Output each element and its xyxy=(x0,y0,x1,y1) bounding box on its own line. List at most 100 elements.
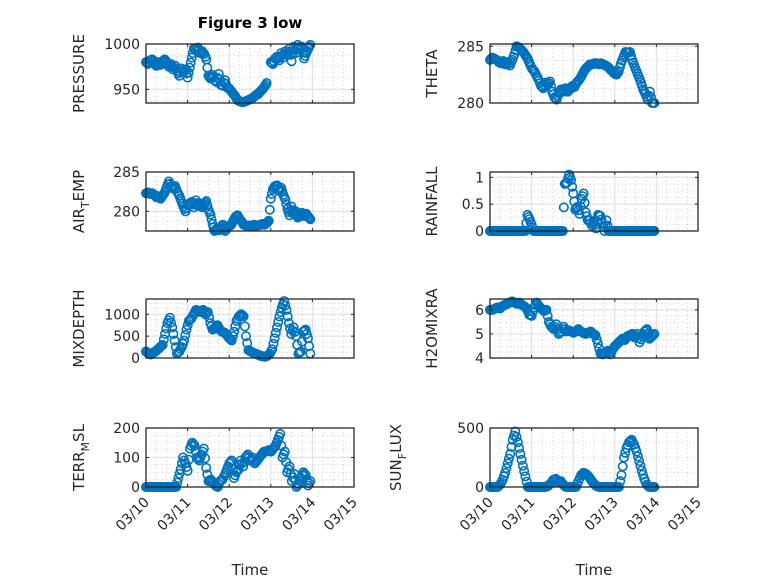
y-tick-label: 280 xyxy=(113,204,140,220)
data-point xyxy=(173,473,184,484)
data-point xyxy=(520,471,531,482)
data-point xyxy=(541,304,552,315)
data-point xyxy=(303,211,314,222)
data-point xyxy=(187,437,198,448)
data-point xyxy=(168,328,179,339)
x-tick-label: 03/13 xyxy=(238,495,278,535)
data-point xyxy=(527,306,538,317)
data-point xyxy=(202,200,213,211)
y-axis-label: THETA xyxy=(423,49,441,99)
major-grid xyxy=(490,172,698,231)
axes-frame xyxy=(145,298,355,359)
major-grid xyxy=(530,428,658,487)
y-tick-label: 0 xyxy=(475,480,484,496)
y-axis-label: TERRMSL xyxy=(70,423,92,492)
data-point xyxy=(282,311,293,322)
data-point xyxy=(202,307,213,318)
y-tick-label: 0 xyxy=(131,351,140,367)
data-point xyxy=(618,452,629,463)
data-point xyxy=(624,437,635,448)
x-tick-label: 03/11 xyxy=(155,495,195,535)
x-tick-label: 03/10 xyxy=(457,495,497,535)
data-point xyxy=(156,340,167,351)
axes-frame xyxy=(489,171,699,232)
x-tick-label: 03/13 xyxy=(582,495,622,535)
data-point xyxy=(261,218,272,229)
data-point xyxy=(226,335,237,346)
data-point xyxy=(157,339,168,350)
data-point xyxy=(268,338,279,349)
data-point xyxy=(270,327,281,338)
data-point xyxy=(262,216,273,227)
data-point xyxy=(299,468,310,479)
y-tick-label: 285 xyxy=(457,39,484,55)
data-point xyxy=(189,440,200,451)
data-point xyxy=(512,437,523,448)
data-point xyxy=(515,448,526,459)
data-point xyxy=(544,76,555,87)
data-point xyxy=(305,39,316,50)
minor-grid xyxy=(490,428,698,487)
data-point xyxy=(184,62,195,73)
subplot-theta: 280 285 THETA xyxy=(423,39,699,112)
data-point xyxy=(279,296,290,307)
data-point xyxy=(546,321,557,332)
data-point xyxy=(634,456,645,467)
data-point xyxy=(238,311,249,322)
data-point xyxy=(195,307,206,318)
data-point xyxy=(514,443,525,454)
data-point xyxy=(626,50,637,61)
x-tick-label: 03/12 xyxy=(196,495,236,535)
subplot-sun_flux: 0 500 03/10 03/11 03/12 03/13 03/14 03/15 Time SU… xyxy=(387,421,705,579)
data-point xyxy=(169,335,180,346)
y-tick-label: 1000 xyxy=(104,307,140,323)
data-point xyxy=(510,426,521,437)
data-point xyxy=(566,175,577,186)
data-point xyxy=(646,331,657,342)
data-point xyxy=(649,328,660,339)
data-point xyxy=(164,312,175,323)
data-point xyxy=(631,446,642,457)
data-point xyxy=(271,322,282,333)
data-point xyxy=(265,193,276,204)
y-axis-label: MIXDEPTH xyxy=(70,289,88,367)
data-point xyxy=(181,324,192,335)
y-tick-label: 280 xyxy=(457,96,484,112)
data-point xyxy=(301,328,312,339)
x-tick-label: 03/12 xyxy=(540,495,580,535)
data-point xyxy=(648,330,659,341)
x-tick-label: 03/15 xyxy=(321,495,361,535)
data-point xyxy=(500,467,511,478)
x-tick-label: 03/15 xyxy=(665,495,705,535)
y-tick-label: 950 xyxy=(113,82,140,98)
subplot-pressure: 950 1000 PRESSURE Figure 3 low xyxy=(70,14,355,113)
axes-frame xyxy=(145,171,355,232)
axes-frame xyxy=(489,427,699,488)
data-point xyxy=(516,454,527,465)
y-axis-label: RAINFALL xyxy=(423,166,441,237)
data-point xyxy=(632,451,643,462)
data-point xyxy=(197,46,208,57)
data-point xyxy=(615,476,626,487)
data-point xyxy=(182,465,193,476)
y-tick-label: 1 xyxy=(475,170,484,186)
y-tick-label: 500 xyxy=(113,329,140,345)
data-point xyxy=(280,194,291,205)
data-point xyxy=(158,334,169,345)
data-point xyxy=(298,467,309,478)
data-point xyxy=(558,202,569,213)
data-point xyxy=(229,326,240,337)
data-point xyxy=(295,346,306,357)
x-tick-label: 03/14 xyxy=(623,494,663,534)
y-axis-label: H2OMIXRA xyxy=(423,288,441,369)
subplot-terr_msl: 0 100 200 03/10 03/11 03/12 03/13 03/14 03/15 Tim… xyxy=(70,421,361,579)
data-point xyxy=(280,300,291,311)
data-point xyxy=(592,338,603,349)
data-point xyxy=(567,181,578,192)
y-tick-label: 200 xyxy=(113,421,140,437)
data-point xyxy=(241,331,252,342)
x-axis-label: Time xyxy=(231,561,269,579)
data-point xyxy=(503,453,514,464)
data-point xyxy=(305,214,316,225)
